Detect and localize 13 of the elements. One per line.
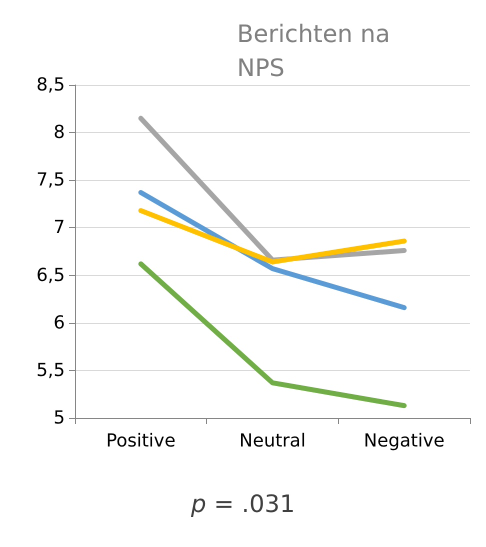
y-tick-label: 8,5 (36, 74, 65, 96)
chart-title: Berichten na NPS (237, 20, 390, 82)
y-tick-label: 5,5 (36, 360, 65, 381)
text: p = .031 (190, 490, 296, 518)
y-tick-label: 8 (54, 122, 65, 144)
y-tick-label: 6 (54, 312, 65, 334)
x-tick-label: Positive (106, 430, 176, 452)
x-tick-label: Negative (364, 430, 445, 452)
x-tick-label: Neutral (239, 430, 306, 452)
y-tick-label: 7,5 (36, 170, 65, 191)
y-tick-label: 5 (54, 408, 65, 428)
y-tick-label: 6,5 (36, 264, 65, 286)
y-tick-label: 7 (54, 217, 65, 238)
